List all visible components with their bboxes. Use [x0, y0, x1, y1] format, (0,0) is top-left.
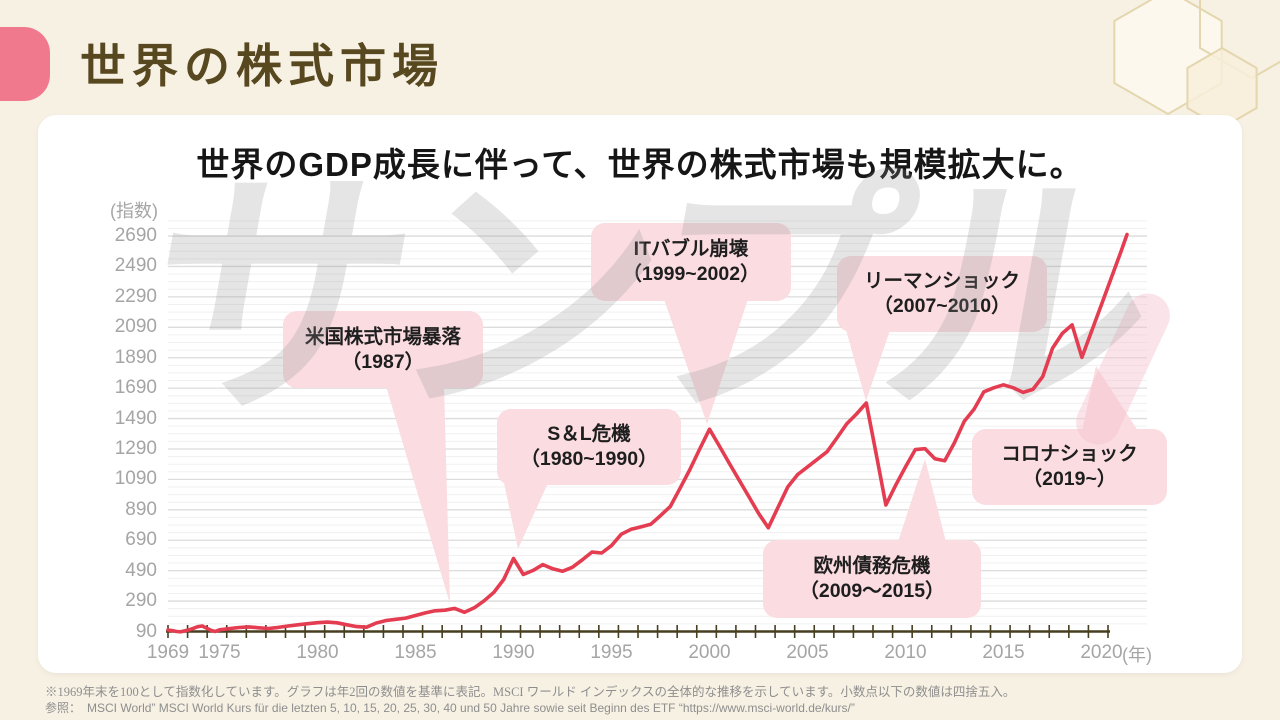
y-tick-label: 890	[125, 498, 157, 520]
footnote-source: 参照： MSCI World” MSCI World Kurs für die …	[45, 701, 855, 715]
annotation-label: コロナショック	[1001, 443, 1138, 465]
x-tick-label: 2015	[982, 642, 1025, 663]
title-accent-bar	[0, 27, 50, 101]
watermark-text: サンプル	[122, 152, 1167, 445]
y-tick-label: 490	[125, 559, 157, 581]
y-tick-label: 1090	[114, 468, 157, 490]
x-tick-label: 2010	[884, 642, 927, 663]
x-tick-label: 2000	[688, 642, 731, 663]
chart-heading: 世界のGDP成長に伴って、世界の株式市場も規模拡大に。	[196, 146, 1084, 183]
y-tick-label: 2290	[114, 285, 157, 307]
y-tick-label: 690	[125, 529, 157, 551]
y-tick-label: 2090	[114, 316, 157, 338]
page-title: 世界の株式市場	[80, 39, 444, 93]
y-tick-label: 2690	[114, 225, 157, 247]
y-tick-label: 1290	[114, 437, 157, 459]
y-tick-label: 2490	[114, 255, 157, 277]
annotation-period: （1980~1990）	[520, 448, 658, 470]
y-axis-unit-label: (指数)	[110, 201, 158, 221]
x-tick-label: 1975	[198, 642, 241, 663]
y-tick-label: 1490	[114, 407, 157, 429]
x-tick-label: 2020	[1080, 642, 1123, 663]
y-tick-label: 290	[125, 590, 157, 612]
x-tick-label: 1969	[146, 642, 190, 663]
x-tick-label: 1995	[590, 642, 633, 663]
annotation-label: 欧州債務危機	[813, 555, 931, 577]
annotation-period: （2019~）	[1022, 468, 1117, 490]
x-axis-unit-label: (年)	[1122, 645, 1152, 665]
annotation-bubble: 欧州債務危機 （2009〜2015）	[763, 540, 981, 618]
x-tick-label: 1980	[296, 642, 339, 663]
annotation-period: （2009〜2015）	[799, 580, 945, 602]
y-tick-label: 1890	[114, 346, 157, 368]
x-tick-label: 2005	[786, 642, 829, 663]
footnote-indexing: ※1969年末を100として指数化しています。グラフは年2回の数値を基準に表記。…	[45, 685, 1016, 699]
y-tick-label: 90	[135, 620, 157, 642]
y-tick-label: 1690	[114, 377, 157, 399]
x-tick-label: 1990	[492, 642, 535, 663]
x-tick-label: 1985	[394, 642, 437, 663]
